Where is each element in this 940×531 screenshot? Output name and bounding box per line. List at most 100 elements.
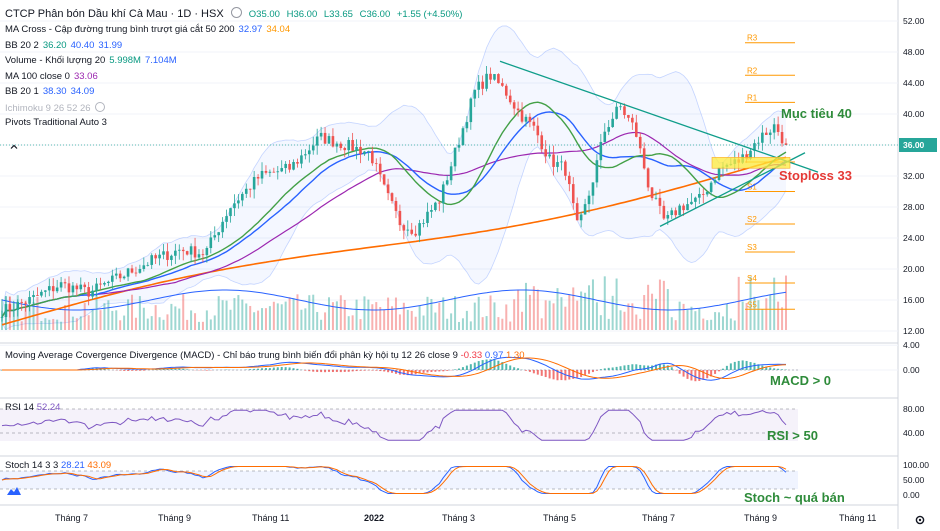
candle-body (588, 196, 591, 204)
volume-bar (159, 317, 161, 330)
macd-tick-label: 0.00 (903, 365, 920, 375)
candle-body (399, 211, 402, 225)
macd-hist-bar (308, 370, 310, 371)
volume-bar (186, 320, 188, 330)
volume-bar (237, 295, 239, 330)
indicator-label: MA Cross - Cập đường trung bình trượt gi… (5, 24, 235, 35)
candle-body (576, 203, 579, 220)
macd-hist-bar (273, 368, 275, 370)
candle-body (119, 274, 122, 279)
macd-hist-value: -0.33 (461, 350, 483, 361)
volume-bar (407, 310, 409, 330)
candle-body (529, 117, 532, 122)
macd-hist-bar (746, 361, 748, 370)
macd-hist-bar (470, 364, 472, 370)
candle-body (544, 149, 547, 156)
candle-body (186, 251, 189, 254)
candle-body (477, 82, 480, 90)
candle-body (154, 255, 157, 258)
symbol-title: CTCP Phân bón Dầu khí Cà Mau · 1D · HSX (5, 8, 224, 20)
volume-bar (123, 316, 125, 330)
candle-body (340, 144, 343, 148)
candle-body (292, 162, 295, 170)
volume-bar (702, 319, 704, 330)
indicator-legend-row[interactable]: MA Cross - Cập đường trung bình trượt gi… (5, 24, 294, 36)
candle-body (367, 151, 370, 152)
volume-bar (253, 312, 255, 330)
volume-bar (769, 295, 771, 330)
volume-bar (592, 279, 594, 330)
macd-hist-bar (312, 370, 314, 372)
volume-bar (399, 314, 401, 330)
volume-bar (348, 316, 350, 330)
candle-body (131, 268, 134, 272)
volume-bar (304, 308, 306, 330)
macd-hist-bar (178, 369, 180, 370)
stoploss-annotation: Stoploss 33 (779, 168, 852, 183)
volume-bar (68, 296, 70, 330)
macd-hist-bar (584, 370, 586, 375)
volume-bar (415, 317, 417, 330)
candle-body (182, 250, 185, 251)
candle-body (166, 251, 169, 260)
price-tick-label: 20.00 (903, 264, 925, 274)
candle-body (410, 230, 413, 234)
stoch-legend[interactable]: Stoch 14 3 3 28.21 43.09 (5, 460, 111, 471)
settings-gear-icon[interactable] (914, 513, 926, 525)
price-tick-label: 52.00 (903, 16, 925, 26)
volume-bar (553, 303, 555, 330)
candle-body (706, 192, 709, 194)
macd-tick-label: 4.00 (903, 340, 920, 350)
macd-hist-bar (182, 369, 184, 370)
macd-hist-bar (718, 370, 720, 371)
candle-body (659, 198, 662, 206)
macd-hist-bar (281, 367, 283, 370)
volume-bar (568, 295, 570, 330)
volume-bar (265, 308, 267, 330)
volume-bar (529, 295, 531, 330)
high-value: H36.00 (287, 9, 318, 20)
volume-bar (596, 302, 598, 330)
rsi-legend[interactable]: RSI 14 52.24 (5, 402, 60, 413)
eye-icon[interactable] (231, 7, 242, 18)
hidden-eye-icon[interactable] (95, 102, 105, 112)
indicator-legend-row[interactable]: Ichimoku 9 26 52 26 (5, 102, 109, 115)
candle-body (83, 285, 86, 287)
volume-bar (328, 297, 330, 330)
collapse-chevron-icon[interactable] (8, 140, 20, 152)
macd-hist-bar (139, 370, 141, 371)
candle-body (533, 122, 536, 126)
macd-hist-bar (304, 370, 306, 371)
candle-body (178, 250, 181, 251)
macd-hist-bar (434, 370, 436, 372)
macd-hist-bar (714, 370, 716, 374)
indicator-label: BB 20 2 (5, 40, 39, 51)
candle-body (213, 235, 216, 237)
symbol-header[interactable]: CTCP Phân bón Dầu khí Cà Mau · 1D · HSX … (5, 7, 470, 21)
volume-bar (289, 297, 291, 330)
volume-bar (21, 321, 23, 330)
volume-bar (734, 320, 736, 330)
macd-hist-bar (127, 370, 129, 371)
candle-body (241, 194, 244, 201)
volume-bar (513, 299, 515, 330)
candle-body (276, 171, 279, 172)
candle-body (355, 147, 358, 151)
macd-hist-bar (687, 370, 689, 379)
macd-hist-bar (769, 367, 771, 370)
macd-hist-bar (269, 368, 271, 370)
macd-hist-bar (344, 370, 346, 372)
macd-legend[interactable]: Moving Average Covergence Divergence (MA… (5, 350, 525, 361)
indicator-legend-row[interactable]: Pivots Traditional Auto 3 (5, 117, 111, 129)
volume-bar (391, 306, 393, 330)
volume-bar (163, 320, 165, 330)
candle-body (91, 291, 94, 297)
volume-bar (659, 280, 661, 330)
volume-bar (316, 312, 318, 330)
macd-hist-bar (411, 370, 413, 375)
